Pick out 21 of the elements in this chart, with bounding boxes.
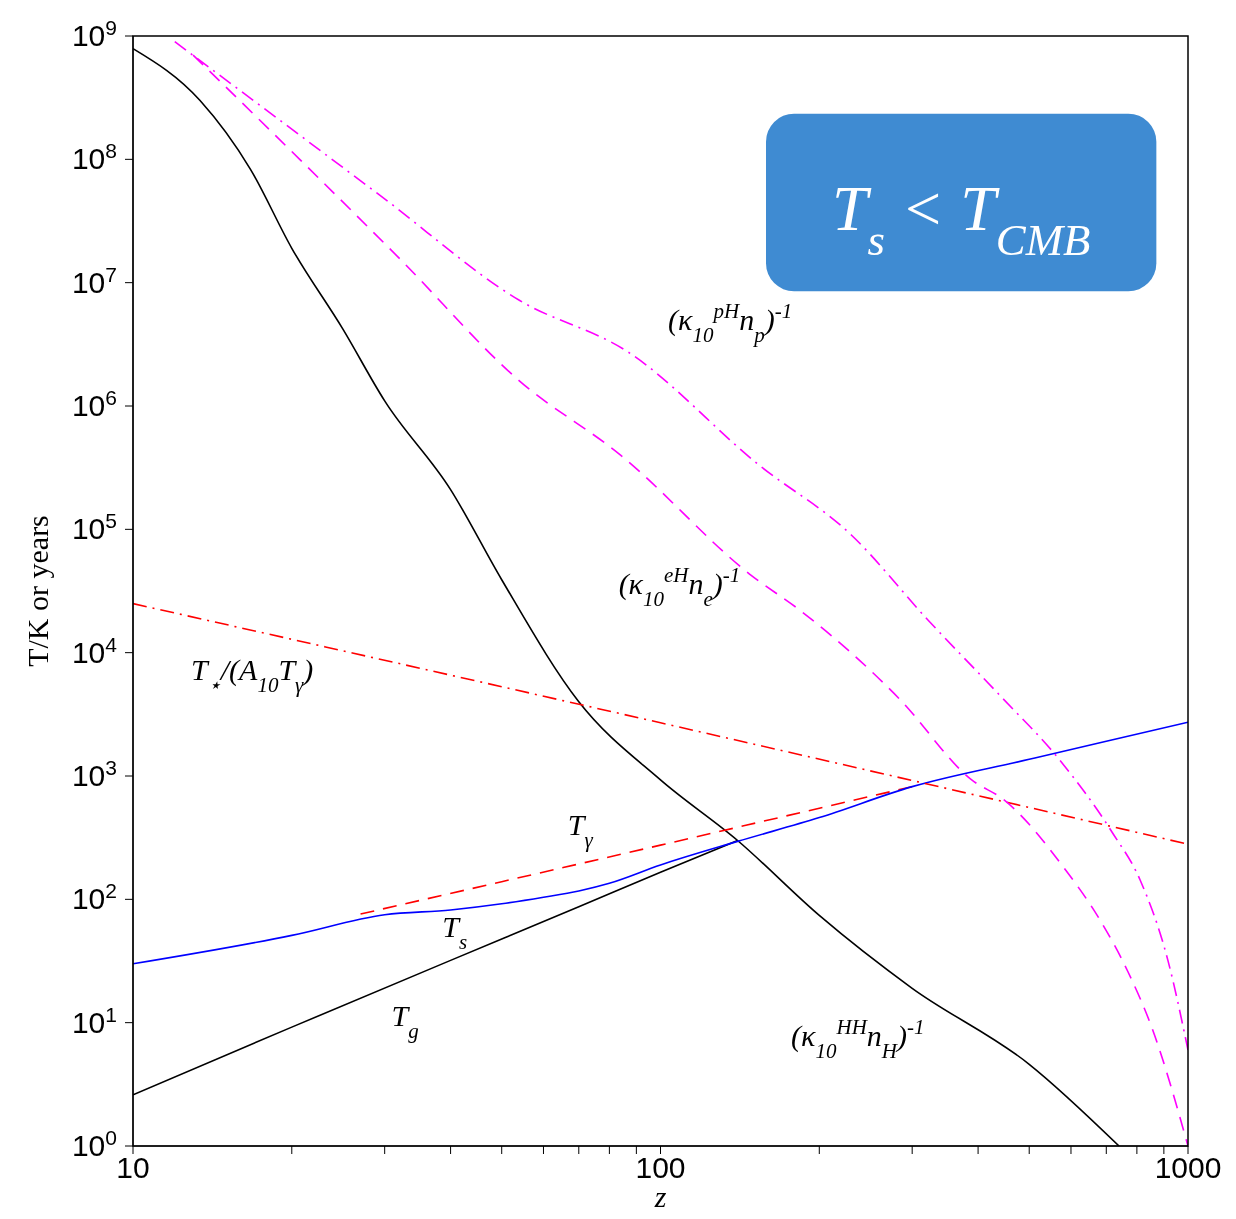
annotation: (κ$_{10}$$^{eH}$n$_{e}$)$^{-1}$ bbox=[618, 563, 741, 612]
x-tick-label: 1000 bbox=[1154, 1151, 1222, 1184]
y-tick-label: 10$^{3}$ bbox=[71, 755, 117, 792]
annotation: T$_{s}$ bbox=[442, 910, 468, 955]
y-tick-label: 10$^{1}$ bbox=[71, 1002, 117, 1039]
y-tick-label: 10$^{7}$ bbox=[71, 262, 117, 299]
annotation: (κ$_{10}$$^{pH}$n$_{p}$)$^{-1}$ bbox=[668, 299, 793, 348]
y-tick-label: 10$^{9}$ bbox=[71, 15, 117, 52]
annotation: T$_{⋆}$/(A$_{10}$T$_{γ}$) bbox=[191, 652, 314, 697]
y-tick-label: 10$^{0}$ bbox=[71, 1125, 117, 1162]
x-tick-label: 10 bbox=[116, 1151, 150, 1184]
annotation: (κ$_{10}$$^{HH}$n$_{H}$)$^{-1}$ bbox=[791, 1015, 925, 1064]
y-tick-label: 10$^{5}$ bbox=[71, 508, 117, 546]
annotation: T$_{g}$ bbox=[391, 999, 419, 1044]
y-tick-label: 10$^{2}$ bbox=[71, 878, 117, 916]
y-tick-label: 10$^{8}$ bbox=[71, 138, 117, 176]
y-tick-label: 10$^{6}$ bbox=[71, 385, 117, 422]
annotation: T$_{s}$ < T$_{CMB}$ bbox=[831, 173, 1091, 266]
annotation: T$_{γ}$ bbox=[567, 808, 594, 853]
y-tick-label: 10$^{4}$ bbox=[71, 632, 118, 669]
y-axis-title: T/K or years bbox=[21, 515, 54, 667]
